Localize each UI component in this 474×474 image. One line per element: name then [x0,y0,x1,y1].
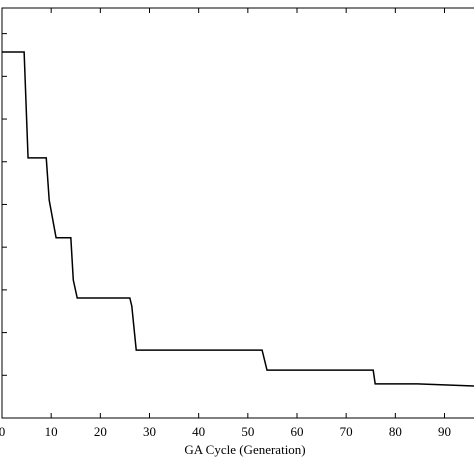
x-tick-label: 30 [143,424,156,439]
plot-frame [1,7,474,419]
x-tick-label: 0 [0,424,5,439]
x-tick-label: 60 [291,424,304,439]
data-line [2,51,474,387]
x-tick-label: 20 [94,424,107,439]
x-tick-label: 10 [45,424,58,439]
x-tick-label: 70 [340,424,353,439]
x-tick-label: 80 [389,424,402,439]
x-tick-label: 90 [438,424,451,439]
x-axis-label: GA Cycle (Generation) [184,442,305,457]
x-tick-label: 50 [241,424,254,439]
x-tick-label: 40 [192,424,205,439]
